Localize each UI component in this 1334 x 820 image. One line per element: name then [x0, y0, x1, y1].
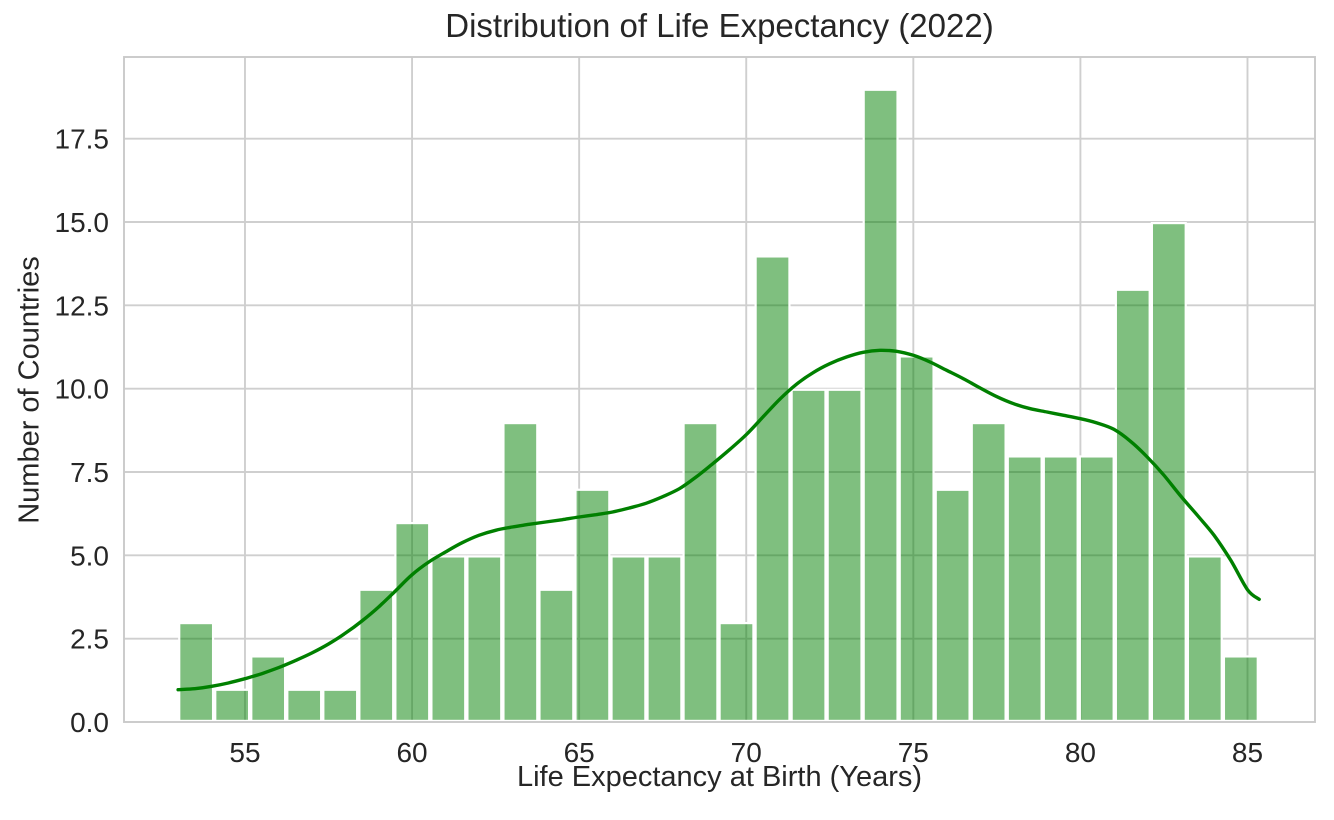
x-tick-label: 60 [396, 737, 427, 768]
histogram-bar [934, 488, 971, 722]
histogram-bar [358, 588, 395, 722]
kde-curve [176, 348, 1261, 692]
histogram-bar [1222, 655, 1259, 723]
histogram-bar [826, 388, 863, 722]
histogram-bar [178, 621, 215, 722]
histogram-bar [322, 688, 359, 722]
plot-spines [123, 56, 1316, 723]
x-tick-label: 55 [229, 737, 260, 768]
x-tick-label: 70 [731, 737, 762, 768]
histogram-bar [862, 88, 899, 723]
histogram-bar [466, 555, 503, 723]
y-tick-label: 7.5 [70, 457, 109, 488]
histogram-bar [646, 555, 683, 723]
chart-title: Distribution of Life Expectancy (2022) [445, 7, 994, 44]
histogram-bar [574, 488, 611, 722]
histogram-bar [718, 621, 755, 722]
histogram-bar [430, 555, 467, 723]
x-tick-label: 75 [898, 737, 929, 768]
y-tick-label: 0.0 [70, 707, 109, 738]
histogram-bar [1114, 288, 1151, 722]
histogram-bar [898, 355, 935, 722]
histogram-bar [214, 688, 251, 722]
histogram-bar [1042, 455, 1079, 722]
histogram-bar [1150, 222, 1187, 722]
y-tick-label: 5.0 [70, 540, 109, 571]
y-tick-label: 2.5 [70, 624, 109, 655]
x-axis-label: Life Expectancy at Birth (Years) [516, 761, 923, 793]
histogram-bar [1006, 455, 1043, 722]
histogram-bar [970, 422, 1007, 722]
histogram-bar [538, 588, 575, 722]
x-tick-label: 65 [564, 737, 595, 768]
histogram-bar [1186, 555, 1223, 723]
y-tick-label: 15.0 [55, 207, 110, 238]
histogram-bar [790, 388, 827, 722]
histogram-bar [754, 255, 791, 722]
y-tick-label: 12.5 [55, 290, 110, 321]
x-tick-label: 80 [1065, 737, 1096, 768]
histogram-bar [286, 688, 323, 722]
histogram-bar [610, 555, 647, 723]
histogram-bar [502, 422, 539, 722]
y-tick-label: 10.0 [55, 374, 110, 405]
histogram-bar [682, 422, 719, 722]
y-tick-label: 17.5 [55, 124, 110, 155]
x-tick-label: 85 [1232, 737, 1263, 768]
histogram-bar [1078, 455, 1115, 722]
histogram-bar [394, 521, 431, 722]
